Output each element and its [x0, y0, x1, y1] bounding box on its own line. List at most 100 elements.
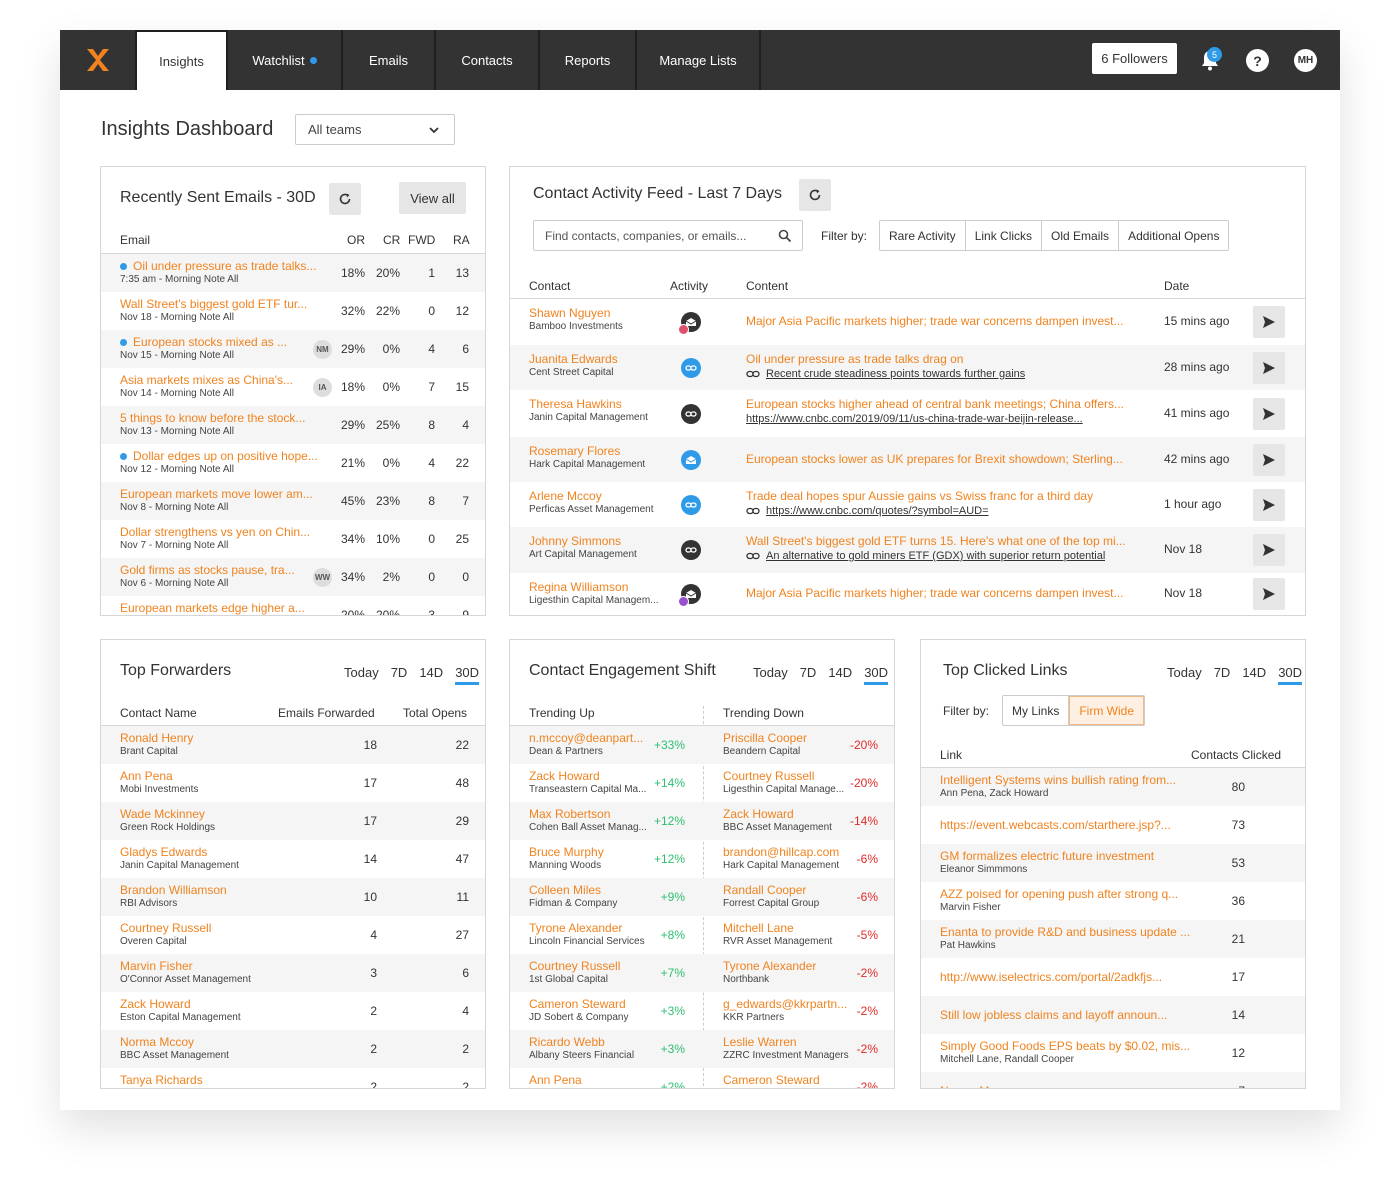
team-select[interactable]: All teams	[295, 114, 455, 145]
tab-insights[interactable]: Insights	[135, 30, 228, 90]
contact-name[interactable]: Regina Williamson	[529, 580, 629, 594]
trending-up-name[interactable]: Ann Pena	[529, 1073, 582, 1087]
activity-content[interactable]: Major Asia Pacific markets higher; trade…	[746, 314, 1124, 328]
activity-content[interactable]: Trade deal hopes spur Aussie gains vs Sw…	[746, 489, 1094, 503]
help-icon[interactable]: ?	[1246, 49, 1269, 72]
trending-up-name[interactable]: n.mccoy@deanpart...	[529, 731, 644, 745]
range-7d[interactable]: 7D	[1213, 665, 1231, 680]
contact-name[interactable]: Zack Howard	[120, 997, 191, 1011]
tab-contacts[interactable]: Contacts	[436, 30, 540, 90]
range-7d[interactable]: 7D	[799, 665, 817, 680]
email-subject[interactable]: Wall Street's biggest gold ETF tur...	[120, 297, 332, 311]
activity-content[interactable]: Major Asia Pacific markets higher; trade…	[746, 586, 1124, 600]
activity-content[interactable]: Wall Street's biggest gold ETF turns 15.…	[746, 534, 1126, 548]
activity-search-input[interactable]: Find contacts, companies, or emails...	[533, 220, 803, 251]
user-avatar[interactable]: MH	[1294, 49, 1317, 72]
email-subject[interactable]: European stocks mixed as ...	[120, 335, 310, 349]
range-14d[interactable]: 14D	[828, 665, 853, 680]
link-title[interactable]: Still low jobless claims and layoff anno…	[940, 1008, 1168, 1022]
range-30d[interactable]: 30D	[455, 665, 480, 685]
range-today[interactable]: Today	[1167, 665, 1202, 680]
email-subject[interactable]: Dollar strengthens vs yen on Chin...	[120, 525, 332, 539]
tab-emails[interactable]: Emails	[343, 30, 436, 90]
email-row[interactable]: Oil under pressure as trade talks... 7:35…	[101, 254, 485, 292]
activity-content[interactable]: European stocks higher ahead of central …	[746, 397, 1125, 411]
link-title[interactable]: GM formalizes electric future investment	[940, 849, 1155, 863]
tab-reports[interactable]: Reports	[540, 30, 637, 90]
email-subject[interactable]: European markets move lower am...	[120, 487, 332, 501]
send-button[interactable]	[1253, 578, 1285, 610]
activity-content[interactable]: European stocks lower as UK prepares for…	[746, 452, 1123, 466]
trending-down-name[interactable]: Tyrone Alexander	[723, 959, 817, 973]
email-subject[interactable]: European markets edge higher a...	[120, 601, 332, 615]
followers-button[interactable]: 6 Followers	[1092, 43, 1177, 74]
filter-additional-opens[interactable]: Additional Opens	[1128, 228, 1220, 243]
filter-my-links[interactable]: My Links	[1003, 696, 1070, 725]
trending-down-name[interactable]: brandon@hillcap.com	[723, 845, 840, 859]
send-button[interactable]	[1253, 352, 1285, 384]
contact-name[interactable]: Juanita Edwards	[529, 352, 618, 366]
contact-name[interactable]: Courtney Russell	[120, 921, 212, 935]
range-30d[interactable]: 30D	[864, 665, 889, 685]
trending-up-name[interactable]: Tyrone Alexander	[529, 921, 623, 935]
contact-name[interactable]: Shawn Nguyen	[529, 306, 611, 320]
email-row[interactable]: 5 things to know before the stock... Nov …	[101, 406, 485, 444]
filter-old-emails[interactable]: Old Emails	[1042, 221, 1120, 250]
trending-up-name[interactable]: Max Robertson	[529, 807, 611, 821]
contact-name[interactable]: Norma Mccoy	[120, 1035, 195, 1049]
link-title[interactable]: AZZ poised for opening push after strong…	[940, 887, 1179, 901]
email-subject[interactable]: Dollar edges up on positive hope...	[120, 449, 332, 463]
email-subject[interactable]: Asia markets mixes as China's...	[120, 373, 310, 387]
link-title[interactable]: Simply Good Foods EPS beats by $0.02, mi…	[940, 1039, 1191, 1053]
range-today[interactable]: Today	[753, 665, 788, 680]
email-row[interactable]: Wall Street's biggest gold ETF tur... Nov…	[101, 292, 485, 330]
contact-name[interactable]: Arlene Mccoy	[529, 489, 602, 503]
email-subject[interactable]: Oil under pressure as trade talks...	[120, 259, 332, 273]
logo[interactable]	[60, 30, 135, 90]
send-button[interactable]	[1253, 444, 1285, 476]
refresh-button[interactable]	[329, 183, 361, 215]
link-title[interactable]: http://www.iselectrics.com/portal/2adkfj…	[940, 970, 1163, 984]
filter-firm-wide[interactable]: Firm Wide	[1069, 696, 1145, 725]
send-button[interactable]	[1253, 489, 1285, 521]
trending-down-name[interactable]: Cameron Steward	[723, 1073, 820, 1087]
email-row[interactable]: Dollar edges up on positive hope... Nov 1…	[101, 444, 485, 482]
trending-down-name[interactable]: Leslie Warren	[723, 1035, 797, 1049]
range-30d[interactable]: 30D	[1278, 665, 1303, 685]
trending-up-name[interactable]: Bruce Murphy	[529, 845, 604, 859]
range-14d[interactable]: 14D	[1242, 665, 1267, 680]
email-row[interactable]: European markets edge higher a... 20% 20% 3…	[101, 596, 485, 615]
contact-name[interactable]: Gladys Edwards	[120, 845, 208, 859]
contact-name[interactable]: Johnny Simmons	[529, 534, 622, 548]
contact-name[interactable]: Theresa Hawkins	[529, 397, 622, 411]
filter-rare-activity[interactable]: Rare Activity	[880, 221, 966, 250]
email-row[interactable]: European stocks mixed as ... Nov 15 - Mor…	[101, 330, 485, 368]
tab-manage-lists[interactable]: Manage Lists	[637, 30, 761, 90]
view-all-button[interactable]: View all	[399, 182, 466, 214]
range-today[interactable]: Today	[344, 665, 379, 680]
activity-link[interactable]: An alternative to gold miners ETF (GDX) …	[746, 550, 1148, 562]
trending-up-name[interactable]: Ricardo Webb	[529, 1035, 605, 1049]
trending-up-name[interactable]: Courtney Russell	[529, 959, 621, 973]
contact-name[interactable]: Rosemary Flores	[529, 444, 621, 458]
trending-up-name[interactable]: Cameron Steward	[529, 997, 626, 1011]
activity-link[interactable]: Recent crude steadiness points towards f…	[746, 368, 1148, 380]
filter-link-clicks[interactable]: Link Clicks	[966, 221, 1043, 250]
link-title[interactable]: Norma M...	[940, 1084, 1202, 1088]
email-row[interactable]: Dollar strengthens vs yen on Chin... Nov …	[101, 520, 485, 558]
send-button[interactable]	[1253, 534, 1285, 566]
link-title[interactable]: https://event.webcasts.com/starthere.jsp…	[940, 818, 1171, 832]
email-subject[interactable]: 5 things to know before the stock...	[120, 411, 332, 425]
email-row[interactable]: Asia markets mixes as China's... Nov 14 -…	[101, 368, 485, 406]
trending-up-name[interactable]: Zack Howard	[529, 769, 600, 783]
link-title[interactable]: Intelligent Systems wins bullish rating …	[940, 773, 1177, 787]
range-14d[interactable]: 14D	[419, 665, 444, 680]
range-7d[interactable]: 7D	[390, 665, 408, 680]
trending-up-name[interactable]: Colleen Miles	[529, 883, 602, 897]
contact-name[interactable]: Marvin Fisher	[120, 959, 193, 973]
trending-down-name[interactable]: Randall Cooper	[723, 883, 807, 897]
contact-name[interactable]: Ronald Henry	[120, 731, 194, 745]
send-button[interactable]	[1253, 306, 1285, 338]
trending-down-name[interactable]: Courtney Russell	[723, 769, 815, 783]
trending-down-name[interactable]: Priscilla Cooper	[723, 731, 808, 745]
